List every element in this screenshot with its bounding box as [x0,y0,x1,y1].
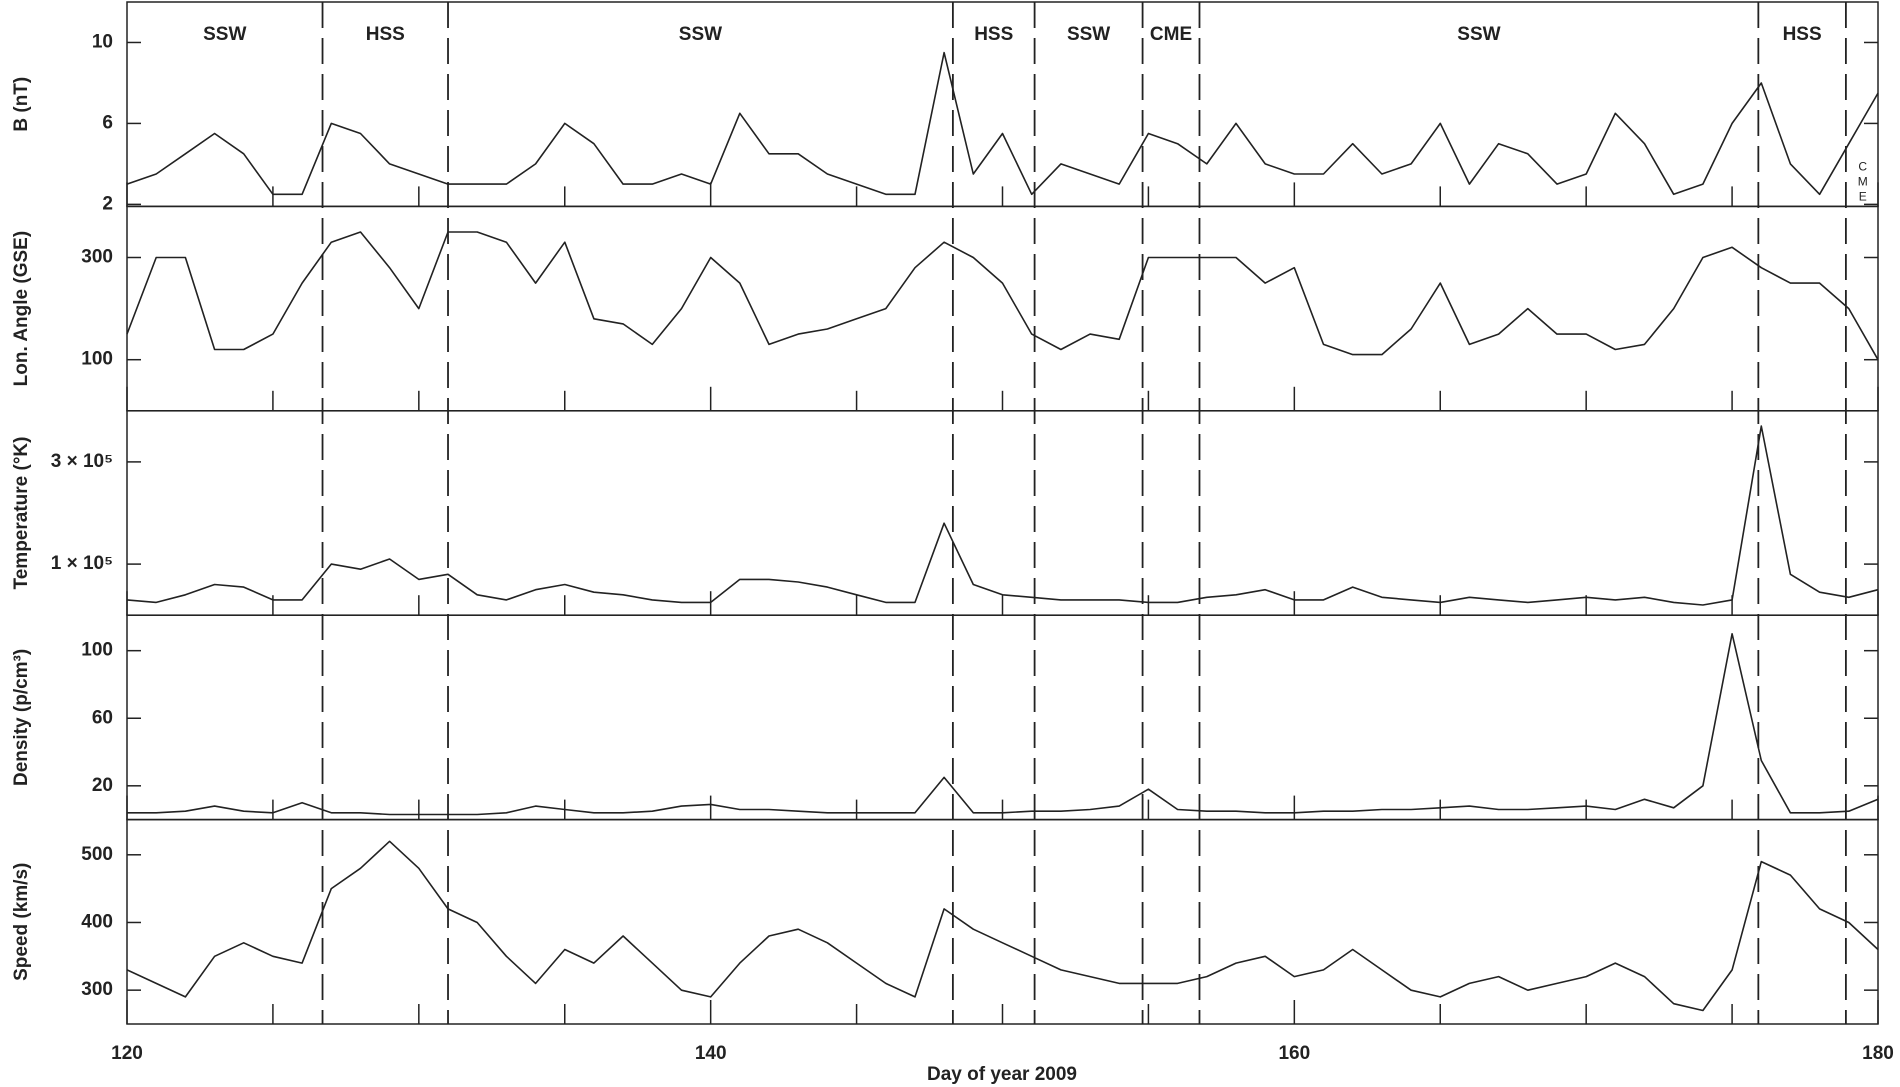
panel-frame [126,614,1879,821]
y-tick-label: 300 [81,247,113,268]
data-line [126,51,1879,196]
region-label: SSW [203,24,246,45]
y-tick-label: 100 [81,640,113,661]
y-axis-title: B (nT) [11,77,32,132]
y-axis-title: Density (p/cm³) [11,649,32,786]
y-tick-label: 500 [81,844,113,865]
x-tick-label: 160 [1278,1043,1310,1064]
region-label: SSW [1457,24,1500,45]
y-axis-title: Speed (km/s) [11,863,32,981]
y-axis-title: Lon. Angle (GSE) [11,231,32,387]
y-tick-label: 20 [92,775,113,796]
data-line [126,840,1879,1012]
y-tick-label: 300 [81,979,113,1000]
region-label: CME [1150,24,1192,45]
panel-frame [126,818,1879,1025]
y-axis-title: Temperature (°K) [11,437,32,590]
panel-frame [126,205,1879,412]
y-tick-label: 1 × 10⁵ [51,553,113,574]
data-line [127,633,1879,816]
y-tick-label: 60 [92,707,113,728]
y-tick-label: 3 × 10⁵ [51,451,113,472]
region-label: CME [1856,160,1870,205]
x-tick-label: 140 [695,1043,727,1064]
y-tick-label: 100 [81,349,113,370]
data-line [126,425,1879,606]
region-label: SSW [1067,24,1110,45]
region-label: HSS [1783,24,1822,45]
y-tick-label: 400 [81,911,113,932]
y-tick-label: 2 [102,193,113,214]
region-label: SSW [679,24,722,45]
y-tick-label: 10 [92,31,113,52]
x-tick-label: 180 [1862,1043,1894,1064]
region-label: HSS [974,24,1013,45]
region-label: HSS [366,24,405,45]
y-tick-label: 6 [102,112,113,133]
panel-frame [126,410,1879,616]
x-tick-label: 120 [111,1043,143,1064]
data-line [126,231,1879,361]
x-axis-title: Day of year 2009 [927,1064,1077,1085]
